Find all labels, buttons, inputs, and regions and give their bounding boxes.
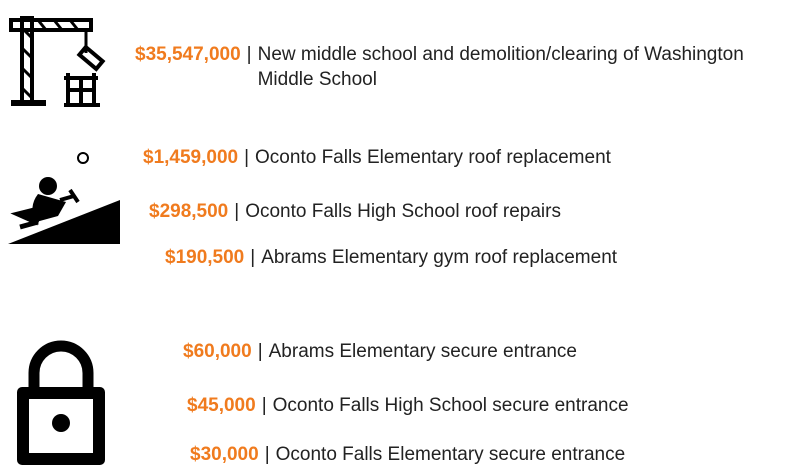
separator: | xyxy=(250,247,256,268)
amount: $190,500 xyxy=(165,247,245,268)
separator: | xyxy=(261,395,267,416)
amount: $45,000 xyxy=(187,395,256,416)
item: $190,500 | Abrams Elementary gym roof repl… xyxy=(165,245,617,270)
separator: | xyxy=(257,341,263,362)
description: Abrams Elementary gym roof replacement xyxy=(261,247,618,268)
description: Oconto Falls Elementary roof replacement xyxy=(255,147,611,168)
item: $30,000 | Oconto Falls Elementary secure e… xyxy=(190,442,625,467)
amount: $1,459,000 xyxy=(143,147,239,168)
amount: $60,000 xyxy=(183,341,252,362)
description: Abrams Elementary secure entrance xyxy=(268,341,577,362)
item: $35,547,000 | New middle school and demoli… xyxy=(135,42,768,92)
amount: $30,000 xyxy=(190,444,259,465)
description: Oconto Falls Elementary secure entrance xyxy=(275,444,626,465)
item: $298,500 | Oconto Falls High School roof r… xyxy=(149,199,561,224)
item: $60,000 | Abrams Elementary secure entranc… xyxy=(183,339,577,364)
separator: | xyxy=(244,147,250,168)
separator: | xyxy=(234,201,240,222)
crane-icon xyxy=(9,16,106,107)
description: New middle school and demolition/clearin… xyxy=(257,44,744,90)
separator: | xyxy=(264,444,270,465)
description: Oconto Falls High School roof repairs xyxy=(245,201,561,222)
item: $45,000 | Oconto Falls High School secure … xyxy=(187,393,629,418)
amount: $298,500 xyxy=(149,201,229,222)
circle-mark xyxy=(77,152,89,164)
description: Oconto Falls High School secure entrance xyxy=(272,395,629,416)
item: $1,459,000 | Oconto Falls Elementary roof … xyxy=(143,145,611,170)
lock-icon xyxy=(17,340,105,465)
separator: | xyxy=(246,44,252,65)
amount: $35,547,000 xyxy=(135,44,241,65)
roofer-icon xyxy=(8,177,120,244)
